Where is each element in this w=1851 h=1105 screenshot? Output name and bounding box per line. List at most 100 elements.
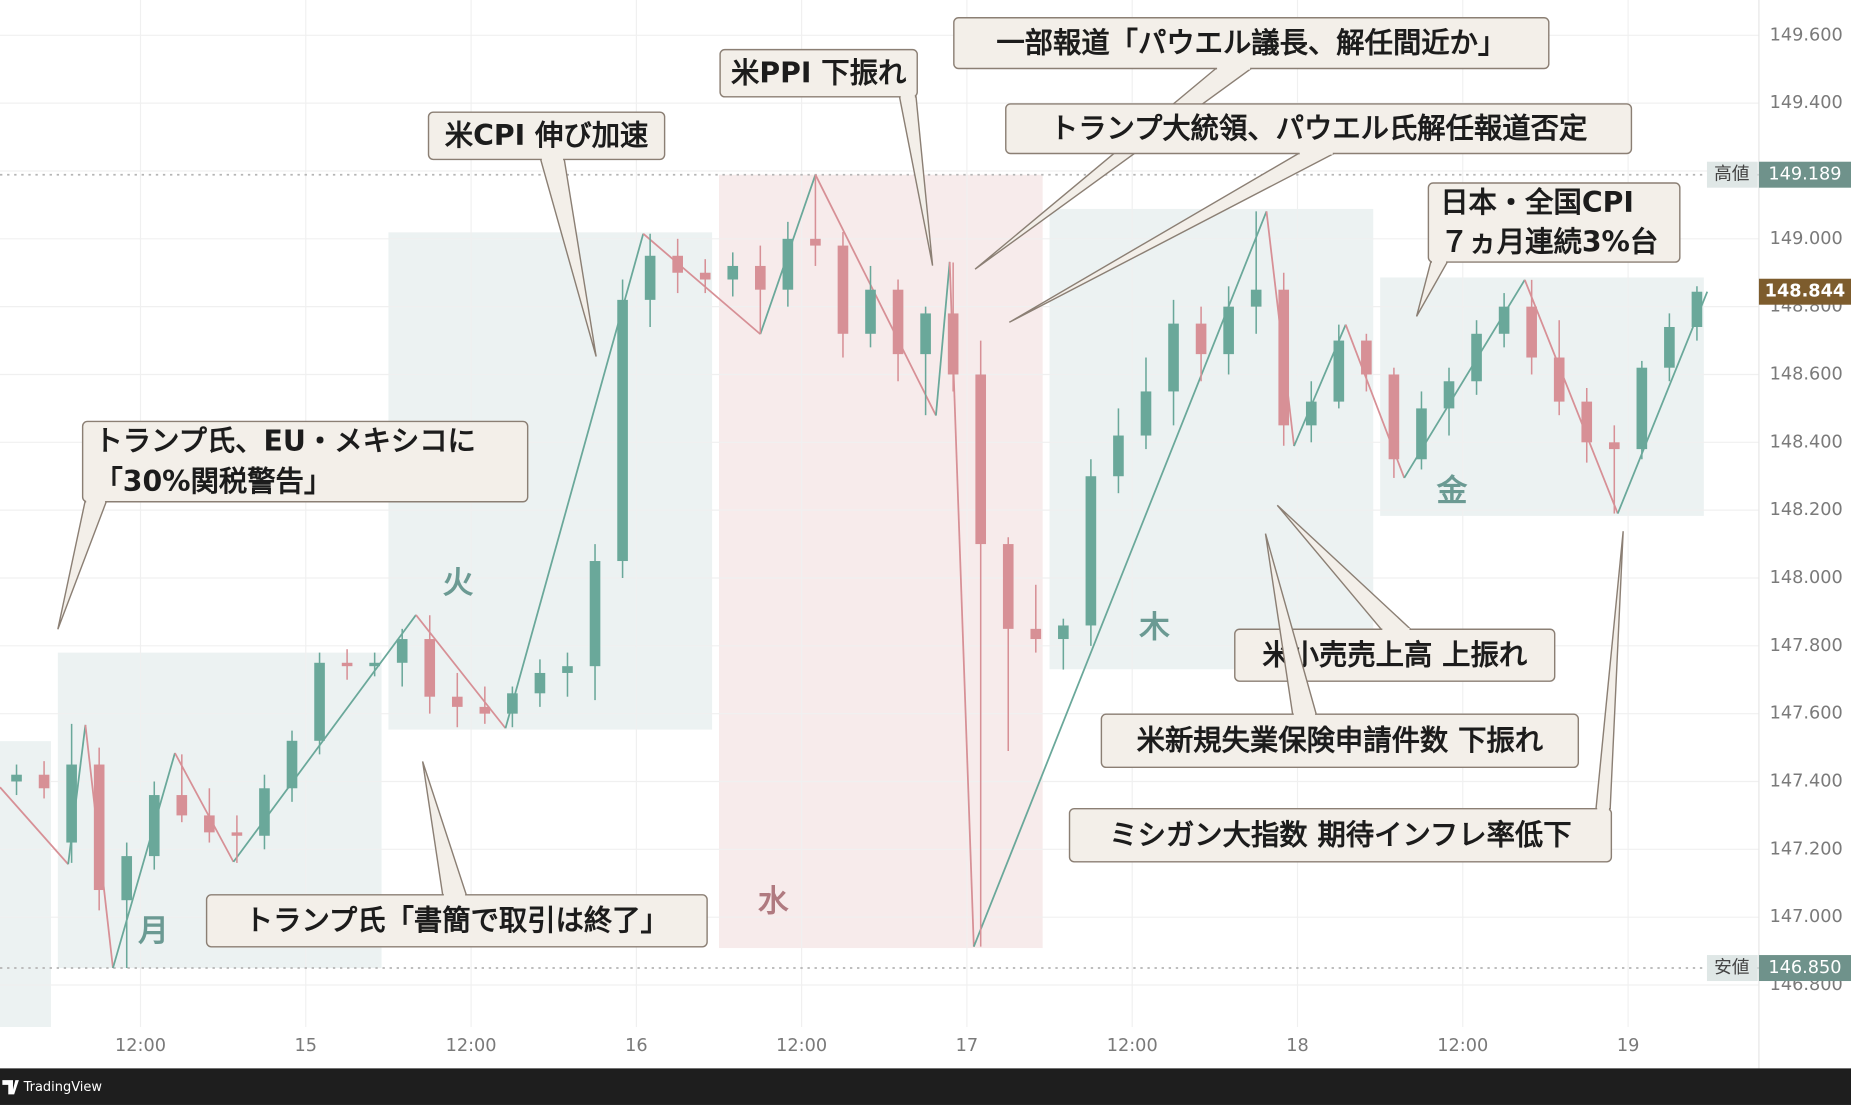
candle-body (837, 245, 849, 334)
axes: 146.800147.000147.200147.400147.600147.8… (115, 25, 1851, 1056)
y-tick-label: 149.400 (1770, 93, 1843, 113)
candle-body (1361, 340, 1372, 375)
level-value-box (1758, 955, 1851, 982)
callout-box (1427, 182, 1681, 263)
candle-body (1168, 323, 1179, 392)
zigzag-segment (112, 752, 176, 969)
candle-body (1388, 374, 1400, 460)
level-value: 146.850 (1768, 958, 1841, 978)
x-tick-label: 12:00 (115, 1036, 166, 1056)
level-name: 高値 (1714, 164, 1749, 185)
zigzag-segment (174, 752, 235, 863)
x-tick-label: 19 (1617, 1036, 1640, 1056)
candle-body (810, 238, 821, 246)
candle-body (1223, 306, 1234, 355)
y-tick-label: 147.800 (1770, 636, 1843, 656)
session-box (1380, 277, 1704, 516)
level-value: 149.189 (1768, 165, 1841, 185)
zigzag-segment (1616, 291, 1709, 514)
candle-body (892, 289, 904, 355)
x-tick-label: 12:00 (446, 1036, 497, 1056)
candle-body (1058, 625, 1069, 640)
candle-body (507, 693, 518, 714)
y-tick-label: 148.400 (1770, 432, 1843, 452)
level-name-box (1706, 161, 1758, 188)
candle-body (865, 289, 876, 334)
candle-body (341, 662, 353, 667)
session-box (1049, 208, 1374, 670)
callout-text: 「30%関税警告」 (94, 465, 332, 498)
annotations: トランプ氏、EU・メキシコに「30%関税警告」 米CPI 伸び加速 米PPI 下振れ… (57, 17, 1681, 948)
callout-box (81, 420, 529, 503)
callout-text: 米PPI 下振れ (731, 56, 907, 89)
level-value-box (1758, 161, 1851, 188)
callout-box (1068, 807, 1613, 863)
x-tick-label: 17 (956, 1036, 979, 1056)
candle-body (259, 788, 270, 836)
candle-body (1471, 333, 1482, 382)
session-label: 月 (138, 914, 169, 949)
candle-body (93, 764, 105, 891)
candle-body (176, 795, 188, 816)
x-tick-label: 12:00 (1437, 1036, 1488, 1056)
candle-body (975, 374, 987, 545)
session-label: 木 (1138, 611, 1170, 646)
candle-body (947, 313, 959, 375)
y-tick-label: 148.000 (1770, 568, 1843, 588)
callout-box (1100, 713, 1580, 769)
callout-text: 米CPI 伸び加速 (445, 119, 649, 152)
candle-body (1416, 408, 1427, 460)
candle-body (1250, 289, 1262, 307)
candle-body (782, 238, 794, 290)
callout-box (719, 48, 918, 98)
candle-body (66, 764, 77, 843)
candle-body (1553, 357, 1565, 402)
zigzag-segment (0, 786, 69, 865)
zigzag-segment (972, 211, 1268, 947)
x-tick-label: 18 (1286, 1036, 1309, 1056)
candle-body (1664, 326, 1675, 368)
candle-body (1691, 291, 1703, 327)
y-tick-label: 148.200 (1770, 500, 1843, 520)
plot-area: 月 火水 木 金 (0, 0, 1759, 1028)
candle-body (286, 740, 298, 789)
session-label: 火 (443, 566, 474, 601)
candle-body (314, 662, 325, 741)
callout-text: ７ヵ月連続3%台 (1440, 226, 1658, 259)
logo (2, 1080, 19, 1095)
candle-body (11, 774, 22, 782)
y-tick-label: 149.000 (1770, 229, 1843, 249)
candle-body (727, 265, 739, 280)
candle-body (1526, 306, 1537, 358)
callout-text: トランプ氏「書簡で取引は終了」 (245, 904, 669, 937)
zigzag-segment (642, 233, 761, 335)
x-tick-label: 12:00 (1107, 1036, 1158, 1056)
callout-text: 米新規失業保険申請件数 下振れ (1137, 724, 1544, 757)
candle-body (1608, 442, 1620, 450)
candle-body (1002, 544, 1014, 629)
candle-body (231, 832, 243, 836)
zigzag-segment (935, 261, 951, 416)
y-tick-label: 147.000 (1770, 907, 1843, 927)
candle-body (38, 774, 50, 789)
zigzag-segment (1523, 279, 1619, 514)
level-name-box (1706, 955, 1758, 982)
candle-body (121, 856, 133, 901)
candle-body (148, 795, 160, 857)
callout-text: 米小売売上高 上振れ (1262, 638, 1527, 671)
candle-body (617, 299, 628, 562)
candle-body (1030, 628, 1042, 640)
x-tick-label: 12:00 (776, 1036, 827, 1056)
y-tick-label: 147.600 (1770, 704, 1843, 724)
callout-text: トランプ大統領、パウエル氏解任報道否定 (1050, 112, 1588, 145)
callout-box (953, 17, 1550, 70)
candle-body (1278, 289, 1290, 426)
candle-body (1636, 367, 1648, 450)
x-tick-label: 16 (625, 1036, 648, 1056)
footer-bar (0, 1068, 1851, 1105)
candle-body (479, 706, 491, 714)
candle-body (699, 272, 711, 280)
zigzag-segment (415, 614, 507, 729)
